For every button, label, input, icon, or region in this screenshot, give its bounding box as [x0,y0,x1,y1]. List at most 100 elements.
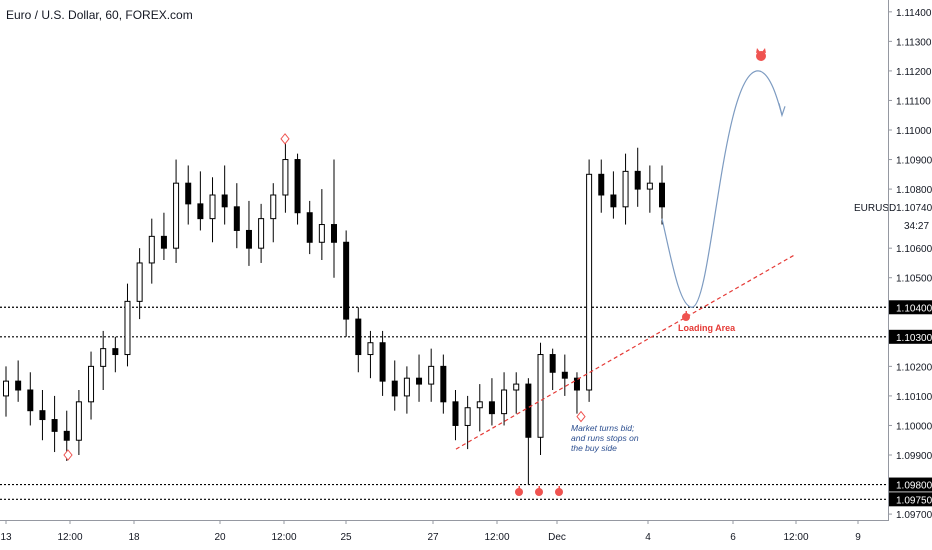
apple-icon-stem [685,311,687,314]
level-price-tag-bg [889,492,932,507]
apple-icon [682,311,690,321]
candle-body [221,194,228,208]
candle-body [185,182,192,205]
price-tick-label: 1.10900 [896,156,932,167]
symbol-label: EURUSD [854,203,896,214]
time-tick-label: 18 [128,532,140,543]
swing-diamond-marker [576,410,586,423]
candle-body [549,354,556,373]
candle-body [306,212,313,243]
price-tick-label: 1.10800 [896,185,932,196]
time-tick-label: 27 [427,532,439,543]
price-tick-label: 1.09700 [896,510,932,521]
candle-body [197,203,204,220]
candle-body [88,365,95,403]
price-tick-label: 1.11200 [896,67,932,78]
time-tick-label: 25 [340,532,352,543]
price-axis-border [888,0,889,520]
candle-body [75,401,82,441]
candle-body [513,383,520,391]
time-tick-label: 12:00 [484,532,509,543]
apple-icon [535,486,543,496]
level-price-tag-text: 1.09750 [896,495,932,506]
candle-body [282,159,289,196]
candle-body [586,173,593,391]
annotation-text: the buy side [571,443,617,453]
candle-body [464,407,471,426]
projection-arrowhead [778,103,786,118]
time-tick-label: 12:00 [783,532,808,543]
candle-body [537,354,544,438]
candle-body [646,182,653,190]
time-tick-label: Dec [548,532,566,543]
candle-body [416,377,423,385]
candle-body [403,377,410,397]
candle-body [367,342,374,356]
price-tick-label: 1.11300 [896,37,932,48]
trendline [455,253,797,450]
target-face-icon [756,48,766,61]
candle-body [343,241,350,320]
candle-body [318,224,325,243]
candle-body [391,380,398,397]
candle-body [3,380,9,397]
candle-body [355,318,362,356]
candle-body [245,229,252,249]
candle-body [622,170,629,208]
level-price-tag: 1.09800 [889,477,932,492]
candle-body [39,410,46,421]
candle-body [27,389,34,412]
level-price-tag-text: 1.10300 [896,333,932,344]
price-tick-label: 1.11000 [896,126,932,137]
apple-icon [515,486,523,496]
candle-body [440,365,447,403]
candle-body [124,300,131,356]
apple-icon-body [555,488,563,496]
candle-body [209,194,216,220]
time-tick-label: 12:00 [271,532,296,543]
apple-icon-body [535,488,543,496]
swing-diamond-marker [280,133,290,145]
candle-body [476,401,483,409]
last-price-label: 1.10740 [896,203,932,214]
price-tick-label: 1.10200 [896,362,932,373]
candle-body [452,401,459,426]
price-tick-label: 1.09900 [896,451,932,462]
candle-body [270,194,277,220]
candle-body [112,348,119,356]
level-price-tag-text: 1.10400 [896,303,932,314]
candle-body [610,194,617,208]
apple-icon [555,486,563,496]
target-face-icon-head [756,51,766,61]
candle-body [525,383,532,438]
level-price-tag: 1.10300 [889,329,932,344]
price-tick-label: 1.11100 [896,96,931,107]
time-tick-label: 20 [214,532,226,543]
price-tick-label: 1.10000 [896,421,932,432]
candle-body [294,159,301,214]
time-tick-label: 4 [645,532,651,543]
time-tick-label: 9 [855,532,861,543]
candle-body [100,348,107,367]
time-tick-label: 6 [730,532,736,543]
candle-body [331,224,337,243]
apple-icon-body [515,488,523,496]
chart-title: Euro / U.S. Dollar, 60, FOREX.com [6,8,193,22]
level-price-tag-bg [889,329,932,344]
candle-body [379,342,386,382]
candle-body [258,218,265,249]
swing-diamond-marker [63,449,73,461]
projection-path [661,70,783,308]
apple-icon-stem [518,486,520,489]
candle-body [51,419,58,432]
level-price-tag: 1.10400 [889,300,932,315]
apple-icon-stem [538,486,540,489]
loading-area-label: Loading Area [678,323,736,333]
candle-body [598,173,605,196]
time-axis-border [0,520,889,521]
candle-body [136,262,143,302]
level-price-tag: 1.09750 [889,492,932,507]
time-tick-label: 12:00 [57,532,82,543]
candles-group [3,138,665,485]
